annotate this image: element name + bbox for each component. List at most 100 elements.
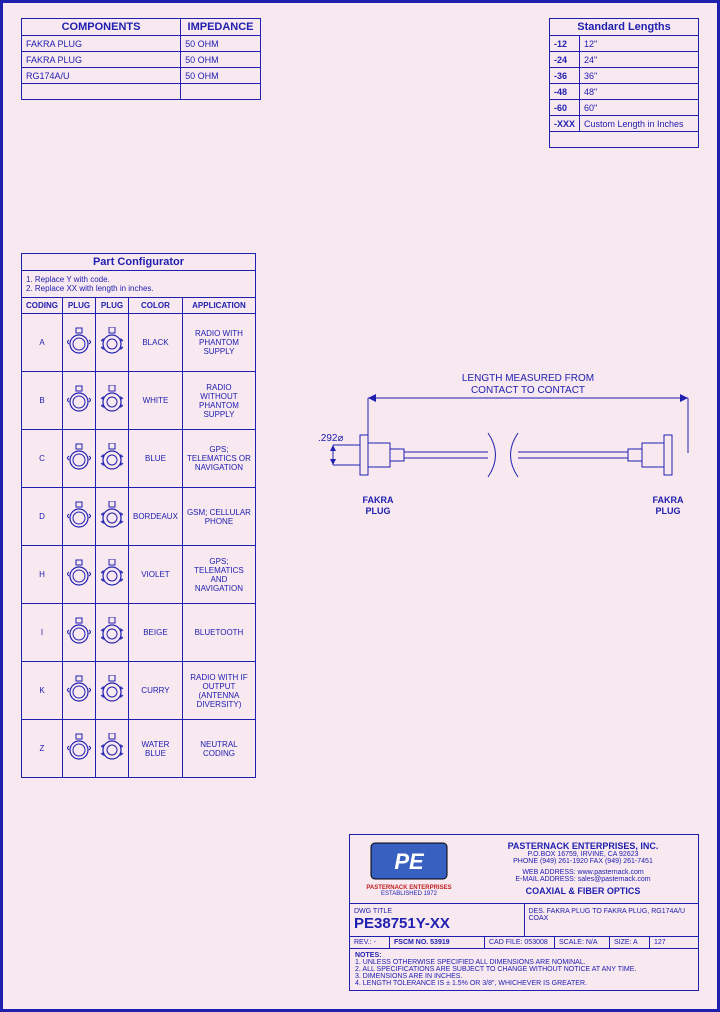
config-h-color: COLOR	[129, 298, 183, 314]
config-app: BLUETOOTH	[182, 604, 255, 662]
config-color: CURRY	[129, 662, 183, 720]
note-3: 3. DIMENSIONS ARE IN INCHES.	[355, 973, 693, 980]
plug-icon	[96, 662, 129, 720]
notes-title: NOTES:	[355, 952, 693, 959]
config-color: WHITE	[129, 372, 183, 430]
cad-file: CAD FILE: 053008	[485, 937, 555, 948]
impedance-header: IMPEDANCE	[181, 19, 261, 36]
len-code: -24	[550, 52, 580, 68]
note-4: 4. LENGTH TOLERANCE IS ± 1.5% OR 3/8", W…	[355, 980, 693, 987]
len-val: 60"	[580, 100, 699, 116]
part-number: PE38751Y-XX	[354, 915, 520, 932]
size: SIZE: A	[610, 937, 650, 948]
plug-icon	[96, 720, 129, 778]
company-phone: PHONE (949) 261-1920 FAX (949) 261-7451	[472, 858, 694, 865]
config-code: A	[22, 314, 63, 372]
plug-icon	[63, 430, 96, 488]
config-note2: 2. Replace XX with length in inches.	[26, 284, 154, 293]
plug-icon	[63, 720, 96, 778]
company-logo: PE PASTERNACK ENTERPRISES ESTABLISHED 19…	[354, 841, 464, 897]
svg-text:CONTACT TO CONTACT: CONTACT TO CONTACT	[471, 385, 585, 396]
config-color: WATER BLUE	[129, 720, 183, 778]
len-val: 24"	[580, 52, 699, 68]
config-color: VIOLET	[129, 546, 183, 604]
rev-label: REV.: -	[350, 937, 390, 948]
note-1: 1. UNLESS OTHERWISE SPECIFIED ALL DIMENS…	[355, 959, 693, 966]
company-name: PASTERNACK ENTERPRISES, INC.	[472, 841, 694, 851]
comp-imp: 50 OHM	[181, 36, 261, 52]
comp-name: RG174A/U	[22, 68, 181, 84]
plug-icon	[63, 314, 96, 372]
company-email: E-MAIL ADDRESS: sales@pasternack.com	[472, 876, 694, 883]
plug-icon	[63, 662, 96, 720]
len-empty	[550, 132, 699, 148]
config-code: C	[22, 430, 63, 488]
config-color: BORDEAUX	[129, 488, 183, 546]
svg-text:FAKRA: FAKRA	[363, 495, 394, 505]
svg-text:FAKRA: FAKRA	[653, 495, 684, 505]
len-code: -60	[550, 100, 580, 116]
plug-icon	[63, 546, 96, 604]
diagram-dia: .292⌀	[318, 433, 343, 444]
config-h-plug: PLUG	[96, 298, 129, 314]
product-line: COAXIAL & FIBER OPTICS	[472, 886, 694, 896]
comp-imp: 50 OHM	[181, 52, 261, 68]
svg-text:PLUG: PLUG	[655, 506, 680, 516]
config-app: NEUTRAL CODING	[182, 720, 255, 778]
config-code: D	[22, 488, 63, 546]
title-block: PE PASTERNACK ENTERPRISES ESTABLISHED 19…	[349, 834, 699, 991]
config-code: I	[22, 604, 63, 662]
company-web: WEB ADDRESS: www.pasternack.com	[472, 869, 694, 876]
config-h-plug: PLUG	[63, 298, 96, 314]
dwg-title-label: DWG TITLE	[354, 908, 520, 915]
len-val: 36"	[580, 68, 699, 84]
config-h-code: CODING	[22, 298, 63, 314]
company-address: P.O.BOX 16759, IRVINE, CA 92623	[472, 851, 694, 858]
config-color: BLUE	[129, 430, 183, 488]
len-code: -12	[550, 36, 580, 52]
plug-icon	[63, 488, 96, 546]
len-val: Custom Length in Inches	[580, 116, 699, 132]
plug-icon	[63, 604, 96, 662]
plug-icon	[63, 372, 96, 430]
config-color: BLACK	[129, 314, 183, 372]
len-code: -XXX	[550, 116, 580, 132]
config-note1: 1. Replace Y with code.	[26, 275, 110, 284]
len-code: -48	[550, 84, 580, 100]
configurator-table: Part Configurator 1. Replace Y with code…	[21, 253, 256, 778]
config-code: Z	[22, 720, 63, 778]
logo-established: ESTABLISHED 1972	[354, 891, 464, 897]
note-2: 2. ALL SPECIFICATIONS ARE SUBJECT TO CHA…	[355, 966, 693, 973]
config-app: RADIO WITH IF OUTPUT (ANTENNA DIVERSITY)	[182, 662, 255, 720]
config-color: BEIGE	[129, 604, 183, 662]
config-code: K	[22, 662, 63, 720]
plug-icon	[96, 604, 129, 662]
fscm-number: FSCM NO. 53919	[390, 937, 485, 948]
page-number: 127	[650, 937, 675, 948]
plug-icon	[96, 488, 129, 546]
notes-section: NOTES: 1. UNLESS OTHERWISE SPECIFIED ALL…	[350, 949, 698, 990]
config-code: H	[22, 546, 63, 604]
comp-empty	[181, 84, 261, 100]
config-app: RADIO WITHOUT PHANTOM SUPPLY	[182, 372, 255, 430]
lengths-header: Standard Lengths	[550, 19, 699, 36]
config-code: B	[22, 372, 63, 430]
comp-name: FAKRA PLUG	[22, 36, 181, 52]
svg-text:PLUG: PLUG	[365, 506, 390, 516]
plug-icon	[96, 314, 129, 372]
config-app: GPS; TELEMATICS OR NAVIGATION	[182, 430, 255, 488]
des-text: FAKRA PLUG TO FAKRA PLUG, RG174A/U COAX	[529, 908, 686, 922]
components-table: COMPONENTS IMPEDANCE FAKRA PLUG50 OHM FA…	[21, 18, 261, 100]
comp-name: FAKRA PLUG	[22, 52, 181, 68]
scale: SCALE: N/A	[555, 937, 610, 948]
svg-text:PE: PE	[394, 849, 425, 874]
config-notes: 1. Replace Y with code. 2. Replace XX wi…	[22, 271, 256, 298]
config-app: GPS; TELEMATICS AND NAVIGATION	[182, 546, 255, 604]
config-app: RADIO WITH PHANTOM SUPPLY	[182, 314, 255, 372]
plug-icon	[96, 546, 129, 604]
config-app: GSM; CELLULAR PHONE	[182, 488, 255, 546]
lengths-table: Standard Lengths -1212" -2424" -3636" -4…	[549, 18, 699, 148]
len-code: -36	[550, 68, 580, 84]
plug-icon	[96, 430, 129, 488]
des-label: DES.	[529, 908, 545, 915]
